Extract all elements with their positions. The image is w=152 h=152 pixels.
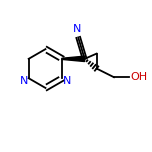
Text: N: N xyxy=(63,76,71,86)
Text: OH: OH xyxy=(130,72,147,82)
Text: N: N xyxy=(73,24,81,34)
Polygon shape xyxy=(62,56,85,62)
Text: N: N xyxy=(20,76,28,86)
